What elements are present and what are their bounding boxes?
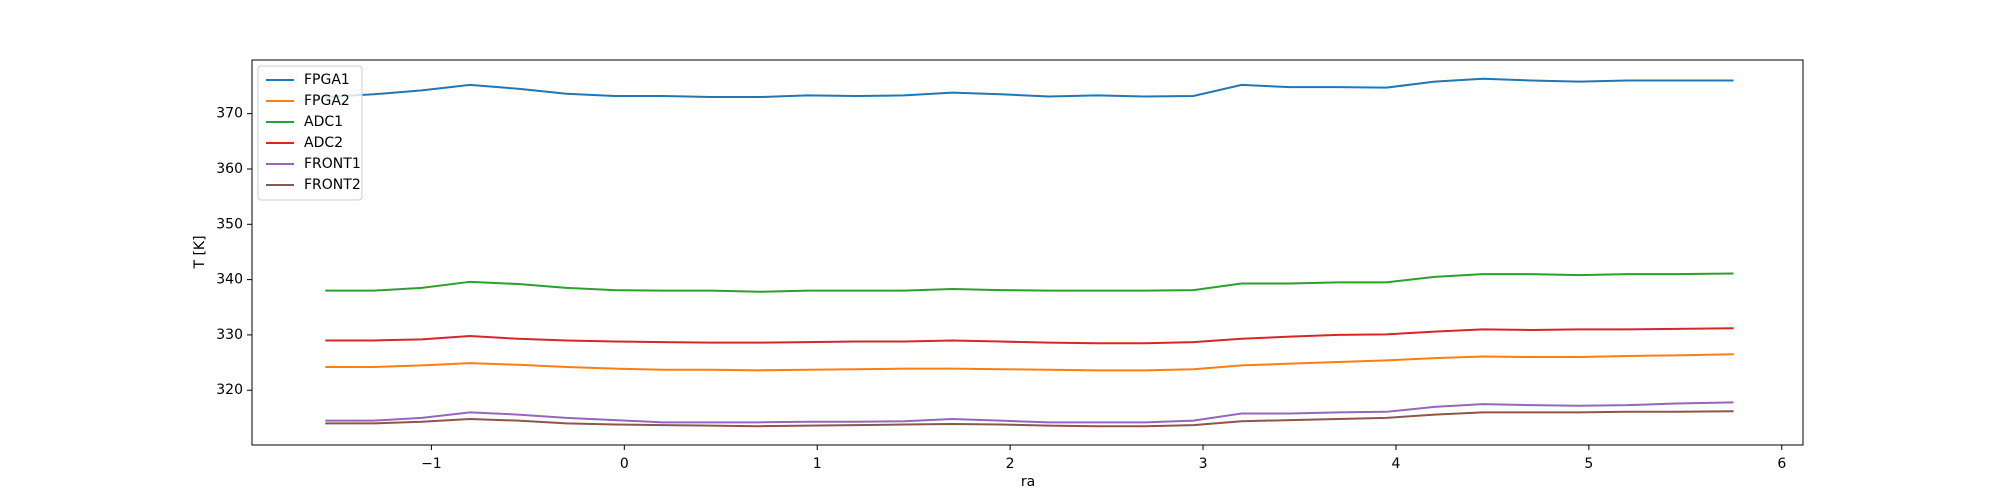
y-tick-label: 330 xyxy=(216,327,243,343)
x-tick-label: 1 xyxy=(813,456,822,472)
x-tick-label: 3 xyxy=(1199,456,1208,472)
y-tick-label: 350 xyxy=(216,216,243,232)
x-axis-label: ra xyxy=(1021,474,1035,490)
x-tick-label: 6 xyxy=(1777,456,1786,472)
y-axis-label: T [K] xyxy=(192,235,208,269)
legend-label: FRONT2 xyxy=(304,177,361,193)
y-tick-label: 360 xyxy=(216,161,243,177)
x-tick-label: −1 xyxy=(421,456,442,472)
data-line xyxy=(325,272,1734,293)
data-line xyxy=(325,401,1734,424)
legend-label: ADC2 xyxy=(304,135,343,151)
plot-frame xyxy=(251,59,1804,446)
data-line xyxy=(325,353,1734,372)
y-tick-label: 340 xyxy=(216,272,243,288)
x-tick-label: 5 xyxy=(1584,456,1593,472)
legend-label: FPGA2 xyxy=(304,93,350,109)
legend-box xyxy=(257,65,363,201)
y-tick-label: 320 xyxy=(216,382,243,398)
data-line xyxy=(325,410,1734,428)
x-tick-label: 0 xyxy=(620,456,629,472)
y-tick-label: 370 xyxy=(216,106,243,122)
legend-label: FRONT1 xyxy=(304,156,361,172)
legend-label: FPGA1 xyxy=(304,72,350,88)
data-line xyxy=(325,327,1734,345)
x-tick-label: 4 xyxy=(1391,456,1400,472)
data-line xyxy=(325,77,1734,99)
legend-label: ADC1 xyxy=(304,114,343,130)
x-tick-label: 2 xyxy=(1006,456,1015,472)
